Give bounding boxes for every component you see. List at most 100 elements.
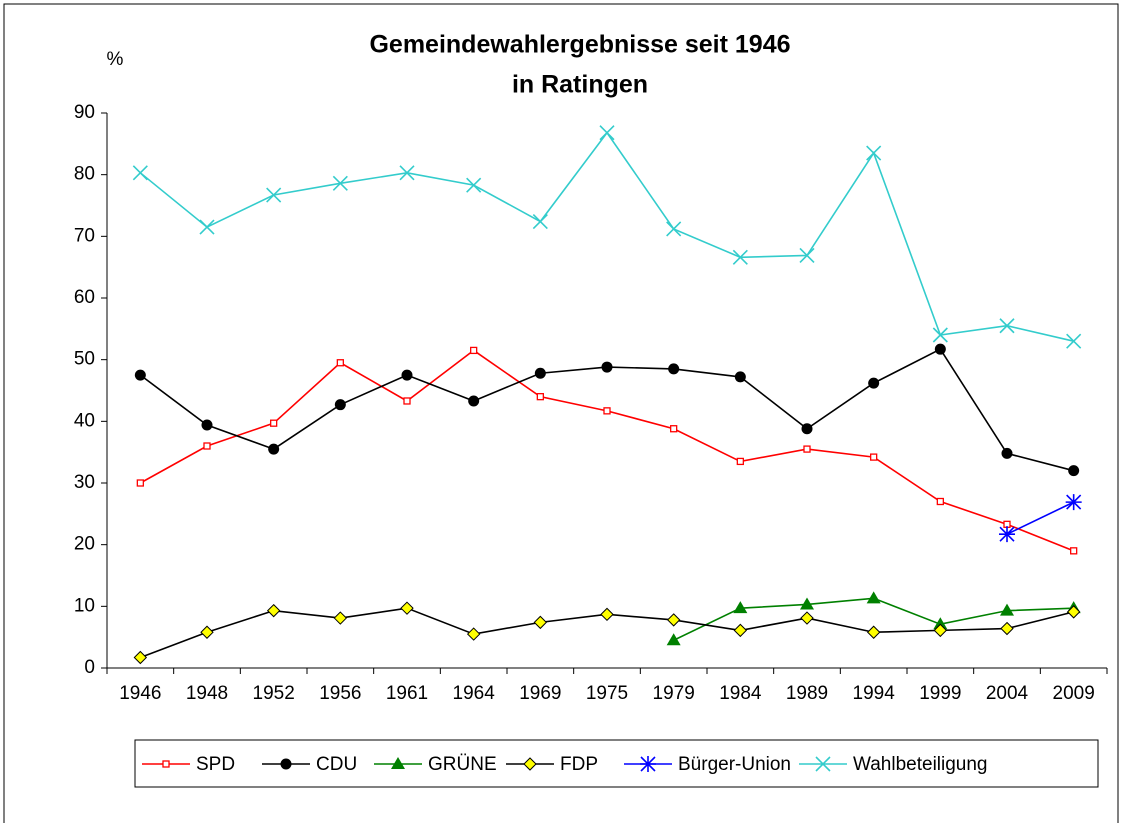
marker — [401, 369, 413, 381]
marker — [936, 497, 944, 506]
legend-label: Bürger-Union — [678, 754, 791, 775]
marker — [134, 369, 146, 381]
marker — [1000, 621, 1014, 636]
marker — [536, 393, 544, 401]
marker — [800, 597, 814, 610]
marker — [666, 613, 681, 627]
legend-label: FDP — [560, 754, 598, 775]
marker — [801, 423, 813, 435]
marker — [736, 457, 744, 466]
legend-label: CDU — [316, 754, 357, 775]
x-tick-label: 1999 — [919, 683, 961, 704]
x-tick-label: 1969 — [519, 683, 561, 704]
marker — [933, 617, 948, 630]
y-tick-label: 60 — [74, 287, 95, 308]
chart-frame — [3, 3, 1119, 823]
marker — [734, 371, 746, 383]
marker — [670, 425, 678, 433]
marker — [268, 443, 280, 455]
x-tick-label: 1994 — [853, 683, 896, 704]
y-tick-label: 10 — [74, 595, 95, 616]
marker — [868, 377, 880, 389]
x-tick-label: 1946 — [119, 683, 161, 704]
marker — [1066, 333, 1082, 349]
marker — [999, 526, 1015, 543]
marker — [201, 419, 213, 431]
marker — [933, 623, 948, 638]
marker — [1000, 603, 1014, 616]
y-tick-label: 50 — [74, 349, 95, 370]
marker — [1065, 494, 1082, 511]
marker — [866, 591, 881, 604]
marker — [932, 327, 948, 343]
marker — [666, 633, 681, 646]
marker — [999, 318, 1015, 334]
y-tick-label: 30 — [74, 472, 95, 493]
marker — [162, 760, 170, 768]
series-line — [1006, 501, 1075, 535]
marker — [800, 611, 814, 625]
y-tick-label: 0 — [84, 657, 95, 678]
marker — [332, 175, 348, 191]
marker — [870, 453, 878, 461]
marker — [534, 367, 546, 379]
marker — [640, 756, 656, 772]
marker — [1068, 465, 1080, 477]
marker — [532, 213, 548, 230]
marker — [600, 607, 614, 622]
marker — [336, 359, 344, 367]
chart-title: Gemeindewahlergebnisse seit 1946 — [369, 31, 790, 59]
marker — [668, 363, 680, 375]
legend-label: Wahlbeteiligung — [853, 754, 988, 775]
y-tick-label: 40 — [74, 410, 95, 431]
marker — [666, 221, 682, 237]
marker — [799, 247, 815, 264]
marker — [803, 445, 811, 453]
legend-label: SPD — [196, 754, 235, 775]
marker — [1066, 605, 1081, 619]
marker — [200, 625, 214, 639]
marker — [533, 615, 548, 630]
marker — [400, 601, 414, 615]
x-tick-label: 2004 — [986, 683, 1029, 704]
marker — [391, 757, 405, 769]
y-tick-label: 20 — [74, 534, 95, 555]
x-tick-label: 1989 — [786, 683, 828, 704]
x-tick-label: 1984 — [719, 683, 762, 704]
marker — [266, 187, 282, 203]
y-axis-label: % — [107, 49, 124, 70]
marker — [1070, 547, 1078, 555]
marker — [199, 219, 215, 235]
marker — [203, 442, 211, 450]
marker — [333, 611, 348, 625]
chart-subtitle: in Ratingen — [512, 71, 648, 99]
marker — [280, 758, 292, 770]
x-tick-label: 1975 — [586, 683, 628, 704]
marker — [466, 177, 482, 193]
x-tick-label: 2009 — [1053, 683, 1095, 704]
y-tick-label: 80 — [74, 164, 95, 185]
x-tick-label: 1979 — [653, 683, 695, 704]
x-tick-label: 1964 — [453, 683, 496, 704]
x-tick-label: 1948 — [186, 683, 228, 704]
marker — [468, 395, 480, 407]
marker — [270, 419, 278, 427]
marker — [732, 249, 748, 265]
marker — [603, 407, 611, 415]
marker — [334, 399, 346, 411]
marker — [399, 165, 415, 181]
x-tick-label: 1952 — [253, 683, 295, 704]
marker — [470, 346, 478, 355]
marker — [403, 397, 411, 405]
marker — [132, 165, 148, 181]
marker — [266, 603, 281, 618]
marker — [815, 756, 831, 772]
marker — [1001, 447, 1013, 459]
marker — [599, 125, 615, 141]
marker — [866, 625, 881, 639]
x-tick-label: 1956 — [319, 683, 361, 704]
x-tick-label: 1961 — [386, 683, 428, 704]
marker — [733, 601, 748, 614]
marker — [601, 361, 613, 373]
marker — [733, 623, 748, 638]
